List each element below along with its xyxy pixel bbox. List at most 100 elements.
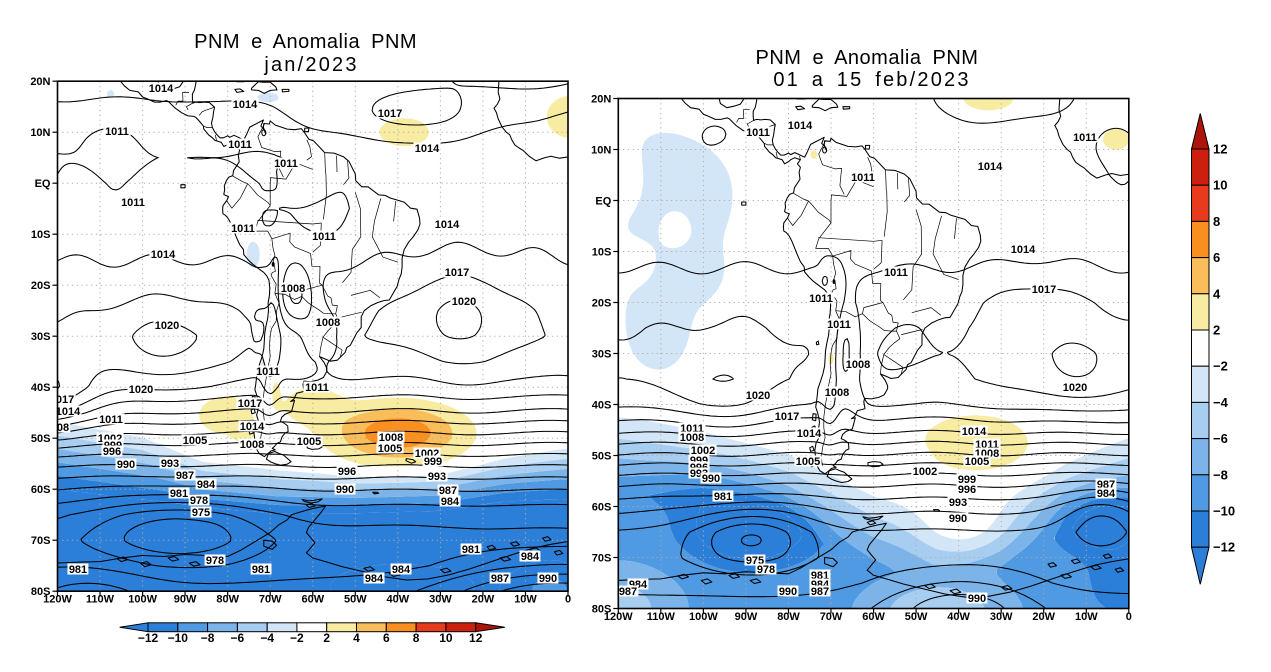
- svg-text:996: 996: [103, 446, 121, 458]
- svg-text:1020: 1020: [129, 384, 153, 396]
- svg-text:100W: 100W: [689, 611, 718, 623]
- svg-text:70S: 70S: [31, 535, 51, 547]
- svg-text:978: 978: [757, 564, 775, 576]
- svg-text:1014: 1014: [233, 99, 258, 111]
- svg-text:1017: 1017: [1032, 284, 1056, 296]
- svg-text:20S: 20S: [592, 297, 612, 309]
- svg-text:978: 978: [190, 495, 208, 507]
- svg-text:1014: 1014: [978, 161, 1003, 173]
- svg-text:1008: 1008: [846, 359, 870, 371]
- svg-text:987: 987: [619, 586, 637, 598]
- svg-text:1008: 1008: [680, 432, 704, 444]
- svg-text:−12: −12: [138, 631, 159, 645]
- svg-text:1008: 1008: [281, 283, 305, 295]
- svg-text:60S: 60S: [592, 501, 612, 513]
- svg-text:1008: 1008: [240, 439, 264, 451]
- svg-text:20N: 20N: [30, 76, 50, 88]
- svg-text:1011: 1011: [274, 158, 298, 170]
- svg-text:1014: 1014: [415, 143, 440, 155]
- svg-text:70S: 70S: [592, 552, 612, 564]
- svg-text:80W: 80W: [777, 611, 800, 623]
- svg-text:1008: 1008: [825, 387, 849, 399]
- svg-text:−8: −8: [1213, 467, 1228, 482]
- svg-text:984: 984: [1097, 488, 1116, 500]
- svg-text:1020: 1020: [155, 320, 179, 332]
- svg-text:40S: 40S: [592, 399, 612, 411]
- svg-text:40W: 40W: [386, 594, 409, 606]
- svg-text:PNM e Anomalia PNM: PNM e Anomalia PNM: [756, 47, 979, 69]
- svg-text:1011: 1011: [256, 366, 280, 378]
- svg-text:1014: 1014: [797, 428, 822, 440]
- svg-text:990: 990: [968, 593, 986, 605]
- svg-text:1017: 1017: [378, 108, 402, 120]
- svg-text:0: 0: [565, 594, 571, 606]
- svg-text:990: 990: [117, 459, 135, 471]
- svg-text:1011: 1011: [884, 267, 908, 279]
- svg-text:990: 990: [336, 484, 354, 496]
- svg-text:PNM e Anomalia PNM: PNM e Anomalia PNM: [194, 31, 417, 53]
- svg-text:10: 10: [439, 631, 453, 645]
- svg-text:20W: 20W: [472, 594, 495, 606]
- svg-text:50W: 50W: [344, 594, 367, 606]
- svg-text:1014: 1014: [962, 426, 987, 438]
- svg-text:999: 999: [424, 456, 442, 468]
- svg-text:1020: 1020: [1063, 382, 1087, 394]
- svg-text:1005: 1005: [796, 456, 820, 468]
- svg-text:12: 12: [1213, 142, 1227, 157]
- svg-text:1020: 1020: [746, 390, 770, 402]
- svg-text:1011: 1011: [305, 382, 329, 394]
- svg-text:110W: 110W: [647, 611, 676, 623]
- svg-text:EQ: EQ: [35, 178, 51, 190]
- svg-text:1020: 1020: [452, 296, 476, 308]
- svg-text:−2: −2: [1213, 359, 1228, 374]
- svg-text:978: 978: [206, 555, 224, 567]
- svg-text:1002: 1002: [691, 445, 715, 457]
- svg-text:30W: 30W: [990, 611, 1013, 623]
- svg-text:984: 984: [365, 573, 384, 585]
- svg-text:1011: 1011: [121, 197, 145, 209]
- svg-text:1011: 1011: [851, 172, 875, 184]
- svg-text:20N: 20N: [591, 93, 611, 105]
- svg-text:1014: 1014: [240, 421, 265, 433]
- svg-text:1011: 1011: [827, 319, 851, 331]
- svg-text:10N: 10N: [591, 144, 611, 156]
- svg-text:1014: 1014: [788, 120, 813, 132]
- svg-text:1017: 1017: [445, 267, 469, 279]
- svg-text:981: 981: [714, 491, 732, 503]
- svg-text:120W: 120W: [43, 594, 72, 606]
- svg-text:4: 4: [353, 631, 360, 645]
- svg-text:60W: 60W: [301, 594, 324, 606]
- svg-text:981: 981: [170, 488, 188, 500]
- svg-text:20S: 20S: [31, 280, 51, 292]
- svg-text:981: 981: [462, 544, 480, 556]
- svg-text:EQ: EQ: [595, 195, 611, 207]
- svg-text:990: 990: [779, 586, 797, 598]
- svg-text:60S: 60S: [31, 484, 51, 496]
- svg-text:−2: −2: [290, 631, 304, 645]
- svg-text:60W: 60W: [862, 611, 885, 623]
- svg-text:996: 996: [958, 484, 976, 496]
- svg-text:1011: 1011: [231, 223, 255, 235]
- svg-text:1005: 1005: [297, 436, 321, 448]
- svg-text:08: 08: [57, 422, 69, 434]
- svg-text:80W: 80W: [216, 594, 239, 606]
- svg-text:110W: 110W: [86, 594, 115, 606]
- svg-text:100W: 100W: [128, 594, 157, 606]
- svg-text:1014: 1014: [435, 219, 460, 231]
- svg-text:40S: 40S: [31, 382, 51, 394]
- svg-text:1011: 1011: [746, 127, 770, 139]
- svg-text:990: 990: [702, 473, 720, 485]
- svg-text:1011: 1011: [1073, 132, 1097, 144]
- svg-text:993: 993: [949, 497, 967, 509]
- svg-text:999: 999: [958, 474, 976, 486]
- svg-text:120W: 120W: [604, 611, 633, 623]
- svg-text:−10: −10: [1213, 504, 1235, 519]
- svg-text:1017: 1017: [238, 398, 262, 410]
- svg-text:70W: 70W: [259, 594, 282, 606]
- svg-text:2: 2: [323, 631, 330, 645]
- svg-text:8: 8: [413, 631, 420, 645]
- svg-text:1008: 1008: [316, 317, 340, 329]
- svg-text:8: 8: [1213, 214, 1220, 229]
- svg-text:90W: 90W: [735, 611, 758, 623]
- svg-text:1008: 1008: [379, 432, 403, 444]
